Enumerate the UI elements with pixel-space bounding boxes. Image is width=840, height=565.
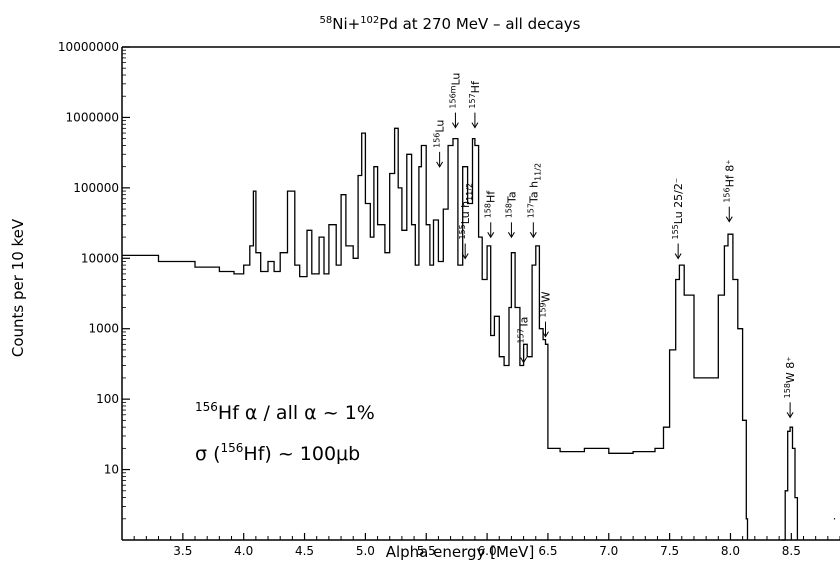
peak-annotation: 156mLu xyxy=(448,73,462,129)
annotation-label: 156Hf 8⁺ xyxy=(722,159,736,202)
x-axis-title: Alpha energy [MeV] xyxy=(386,543,535,561)
x-tick-label: 5.5 xyxy=(417,544,436,558)
annotation-label: 157Hf xyxy=(468,80,482,109)
annotation-arrowhead xyxy=(452,122,459,129)
annotation-arrowhead xyxy=(725,216,733,223)
x-tick-label: 6.0 xyxy=(478,544,497,558)
spectrum-series xyxy=(122,127,836,541)
peak-annotation: 158W 8⁺ xyxy=(783,356,797,419)
peak-annotation: 155Lu h11/2 xyxy=(458,183,474,260)
sigma-base: Hf) ~ 100μb xyxy=(243,443,360,465)
x-tick-label: 5.0 xyxy=(356,544,375,558)
peak-annotation: 157Hf xyxy=(468,80,482,129)
peak-annotation: 158Ta xyxy=(504,191,518,239)
annotation-arrowhead xyxy=(436,161,444,168)
y-axis-title: Counts per 10 keV xyxy=(9,218,27,357)
peak-annotation: 158Hf xyxy=(484,190,498,239)
y-tick-label: 10 xyxy=(104,463,119,477)
annotation-arrowhead xyxy=(529,232,537,239)
ratio-sup: 156 xyxy=(195,400,218,414)
x-tick-label: 8.0 xyxy=(721,544,740,558)
title-mass-pd: 102 xyxy=(360,15,379,26)
y-tick-label: 10000000 xyxy=(58,40,119,54)
inset-line-ratio: 156Hf α / all α ~ 1% xyxy=(195,400,375,424)
inset-line-sigma: σ (156Hf) ~ 100μb xyxy=(195,441,360,465)
title-ni: Ni+ xyxy=(332,15,360,33)
sigma-pre: σ ( xyxy=(195,443,221,465)
y-tick-label: 100 xyxy=(96,392,119,406)
x-tick-label: 7.0 xyxy=(599,544,618,558)
plot-frame xyxy=(121,46,840,541)
annotation-arrowhead xyxy=(487,232,495,239)
annotation-label: 157Ta xyxy=(517,317,531,344)
annotation-label: 158Ta xyxy=(504,191,518,218)
x-tick-label: 8.5 xyxy=(782,544,801,558)
annotation-label: 157Ta h11/2 xyxy=(526,163,542,218)
title-rest: Pd at 270 MeV – all decays xyxy=(379,15,580,33)
title-mass-ni: 58 xyxy=(319,15,332,26)
annotation-label: 158Hf xyxy=(484,190,498,219)
x-tick-label: 7.5 xyxy=(660,544,679,558)
y-tick-label: 1000000 xyxy=(66,110,119,124)
annotation-arrowhead xyxy=(471,122,479,129)
spectrum-line-0 xyxy=(122,127,749,540)
peak-annotation: 156Hf 8⁺ xyxy=(722,159,736,223)
annotation-label: 159W xyxy=(538,291,552,317)
chart-title: 58Ni+102Pd at 270 MeV – all decays xyxy=(319,15,580,33)
axis-ticks: 3.5 4.0 4.5 5.0 5.5 6.0 6.5 7.0 7.5 8.0 8.5 10 100 10… xyxy=(58,40,840,558)
annotation-arrowhead xyxy=(461,253,469,260)
y-tick-label: 1000 xyxy=(88,322,119,336)
annotation-label: 155Lu 25/2⁻ xyxy=(671,178,685,240)
annotation-label: 155Lu h11/2 xyxy=(458,183,474,240)
annotation-arrowhead xyxy=(674,253,682,260)
x-tick-label: 3.5 xyxy=(173,544,192,558)
ratio-base: Hf α / all α ~ 1% xyxy=(218,402,375,424)
peak-annotation: 155Lu 25/2⁻ xyxy=(671,178,685,260)
x-tick-label: 4.5 xyxy=(295,544,314,558)
peak-annotation: 159W xyxy=(538,291,552,338)
peak-annotation: 156Lu xyxy=(433,120,447,168)
annotation-label: 156mLu xyxy=(448,73,462,109)
annotation-arrowhead xyxy=(542,331,549,338)
inset-notes: 156Hf α / all α ~ 1% σ (156Hf) ~ 100μb xyxy=(195,400,375,465)
annotation-label: 156Lu xyxy=(433,120,447,148)
y-tick-label: 100000 xyxy=(73,181,119,195)
spectrum-line-1 xyxy=(781,426,799,541)
annotation-arrowhead xyxy=(507,232,515,239)
annotation-arrowhead xyxy=(786,412,794,419)
annotation-arrowhead xyxy=(520,357,528,364)
peak-annotation: 157Ta xyxy=(517,317,531,364)
sigma-sup: 156 xyxy=(221,441,244,455)
annotation-label: 158W 8⁺ xyxy=(783,356,797,398)
x-tick-label: 4.0 xyxy=(234,544,253,558)
y-tick-label: 10000 xyxy=(81,251,119,265)
x-tick-label: 6.5 xyxy=(538,544,557,558)
peak-annotation: 157Ta h11/2 xyxy=(526,163,542,239)
